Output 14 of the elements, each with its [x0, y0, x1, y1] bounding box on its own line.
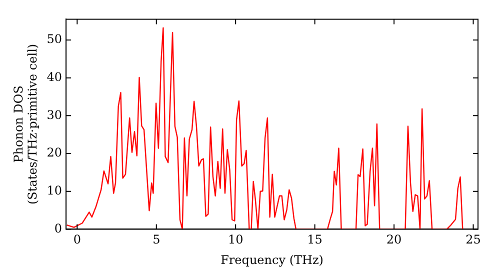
y-tick-label: 50	[46, 32, 62, 46]
x-tick-label: 10	[228, 232, 244, 247]
y-tick-label: 30	[46, 108, 62, 122]
y-tick-label: 0	[54, 221, 62, 236]
x-tick-label: 5	[152, 232, 160, 247]
x-tick-label: 20	[386, 232, 402, 247]
x-tick-label: 15	[307, 232, 322, 247]
x-axis-title: Frequency (THz)	[220, 252, 324, 267]
x-tick-label: 0	[73, 232, 81, 247]
y-tick-label: 40	[46, 70, 62, 84]
x-tick-label: 25	[466, 232, 481, 247]
y-tick-label: 20	[46, 146, 62, 160]
y-axis-title: Phonon DOS (States/THz·primitive cell)	[11, 44, 40, 205]
y-tick-label: 10	[46, 183, 62, 198]
